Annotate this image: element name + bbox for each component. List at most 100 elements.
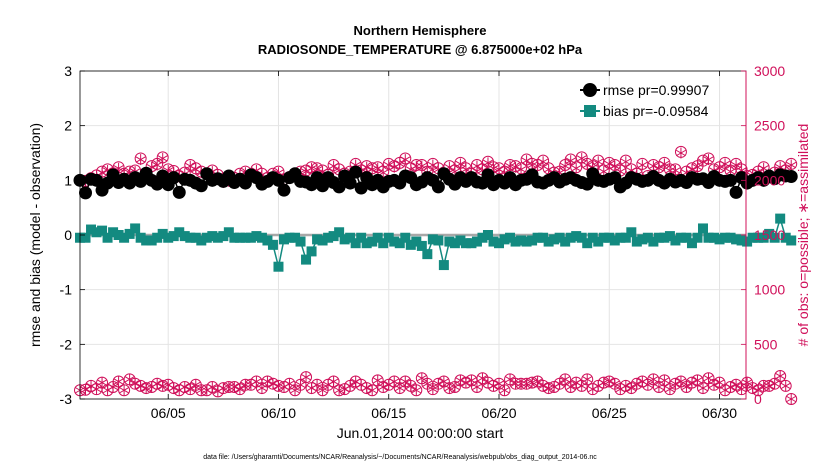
obs-assimilated-marker xyxy=(720,158,731,170)
obs-assimilated-marker xyxy=(113,376,124,388)
chart-title: Northern Hemisphere xyxy=(354,23,487,38)
obs-assimilated-marker xyxy=(653,162,664,174)
bias-marker xyxy=(466,238,477,249)
bias-marker xyxy=(157,228,168,239)
y-right-axis: 0 500 1000 1500 2000 2500 3000 xyxy=(741,63,785,407)
obs-assimilated-marker xyxy=(449,381,460,393)
bias-marker xyxy=(245,232,256,243)
obs-assimilated-marker xyxy=(207,381,218,393)
bias-marker xyxy=(703,232,714,243)
y-left-tick-label: -2 xyxy=(60,336,73,352)
bias-marker xyxy=(471,236,482,247)
obs-assimilated-marker xyxy=(675,376,686,388)
bias-marker xyxy=(438,260,449,271)
bias-marker xyxy=(361,238,372,249)
obs-assimilated-marker xyxy=(460,163,471,175)
bias-marker xyxy=(736,235,747,246)
obs-assimilated-marker xyxy=(262,376,273,388)
bias-marker xyxy=(201,232,212,243)
bias-marker xyxy=(505,232,516,243)
obs-assimilated-marker xyxy=(361,382,372,394)
bias-marker xyxy=(411,236,422,247)
obs-assimilated-marker xyxy=(130,378,141,390)
obs-assimilated-marker xyxy=(714,377,725,389)
obs-assimilated-marker xyxy=(152,378,163,390)
bias-marker xyxy=(389,236,400,247)
bias-marker xyxy=(163,232,174,243)
bias-marker xyxy=(372,232,383,243)
series-layer xyxy=(73,145,798,405)
bias-marker xyxy=(620,232,631,243)
bias-marker xyxy=(422,249,433,260)
obs-assimilated-marker xyxy=(91,383,102,395)
bias-marker xyxy=(549,234,560,245)
bias-marker xyxy=(609,235,620,246)
bias-marker xyxy=(670,235,681,246)
obs-assimilated-marker xyxy=(273,380,284,392)
obs-assimilated-marker xyxy=(786,159,797,171)
obs-assimilated-marker xyxy=(571,162,582,174)
x-tick-label: 06/25 xyxy=(592,405,627,421)
obs-assimilated-marker xyxy=(747,382,758,394)
bias-marker xyxy=(229,232,240,243)
bias-marker xyxy=(488,236,499,247)
legend-bias-label: bias pr=-0.09584 xyxy=(603,103,709,119)
obs-assimilated-marker xyxy=(306,162,317,174)
bias-marker xyxy=(334,227,345,238)
bias-marker xyxy=(631,236,642,247)
obs-assimilated-marker xyxy=(394,158,405,170)
bias-marker xyxy=(444,236,455,247)
obs-assimilated-marker xyxy=(389,376,400,388)
obs-assimilated-marker xyxy=(80,384,91,396)
obs-assimilated-marker xyxy=(367,163,378,175)
rmse-marker xyxy=(724,173,738,187)
bias-marker xyxy=(543,236,554,247)
footnote: data file: /Users/gharamti/Documents/NCA… xyxy=(203,454,597,461)
obs-assimilated-marker xyxy=(538,380,549,392)
obs-assimilated-marker xyxy=(466,374,477,386)
obs-assimilated-marker xyxy=(637,159,648,171)
rmse-marker xyxy=(167,171,181,185)
obs-assimilated-marker xyxy=(505,373,516,385)
bias-marker xyxy=(262,235,273,246)
bias-marker xyxy=(223,227,234,238)
bias-marker xyxy=(218,231,229,242)
obs-assimilated-marker xyxy=(427,383,438,395)
x-tick-label: 06/10 xyxy=(261,405,296,421)
series-obs-low xyxy=(74,370,798,405)
obs-assimilated-marker xyxy=(582,373,593,385)
y-left-axis-label: rmse and bias (model - observation) xyxy=(27,123,43,347)
bias-marker xyxy=(295,236,306,247)
rmse-marker xyxy=(271,173,285,187)
bias-marker xyxy=(786,235,797,246)
bias-marker xyxy=(725,232,736,243)
bias-marker xyxy=(460,238,471,249)
bias-marker xyxy=(400,232,411,243)
bias-marker xyxy=(664,231,675,242)
obs-assimilated-marker xyxy=(560,373,571,385)
bias-marker xyxy=(527,235,538,246)
obs-assimilated-marker xyxy=(565,381,576,393)
obs-assimilated-marker xyxy=(141,382,152,394)
obs-assimilated-marker xyxy=(582,159,593,171)
bias-marker xyxy=(747,232,758,243)
obs-assimilated-marker xyxy=(731,159,742,171)
bias-marker xyxy=(168,231,179,242)
bias-marker xyxy=(758,232,769,243)
bias-marker xyxy=(742,236,753,247)
bias-marker xyxy=(587,232,598,243)
bias-marker xyxy=(427,234,438,245)
obs-assimilated-marker xyxy=(334,384,345,396)
obs-assimilated-marker xyxy=(697,382,709,394)
bias-marker xyxy=(576,232,587,243)
bias-marker xyxy=(598,232,609,243)
obs-assimilated-marker xyxy=(736,383,747,395)
obs-assimilated-marker xyxy=(538,156,549,168)
bias-marker xyxy=(130,223,141,234)
y-right-tick-label: 0 xyxy=(754,391,762,407)
obs-assimilated-marker xyxy=(455,158,466,170)
obs-assimilated-marker xyxy=(521,378,532,390)
bias-marker xyxy=(449,238,460,249)
bias-marker xyxy=(477,232,488,243)
